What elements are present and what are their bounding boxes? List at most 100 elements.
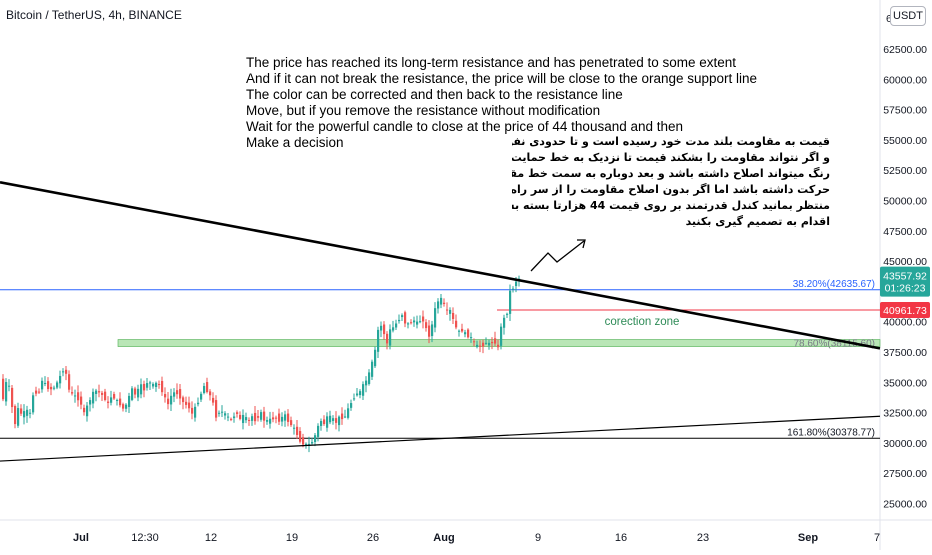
annotation-line: Make a decision xyxy=(246,135,344,150)
candle-body xyxy=(449,309,452,314)
candle-body xyxy=(404,312,407,324)
y-tick-label: 35000.00 xyxy=(883,377,927,389)
candle-body xyxy=(158,384,161,386)
candle-body xyxy=(41,380,44,390)
candle-body xyxy=(341,413,344,420)
candle-body xyxy=(5,382,8,402)
candle-body xyxy=(491,341,494,344)
candle-body xyxy=(110,397,113,403)
annotation-line: اقدام به تصمیم گیری بکنید xyxy=(685,215,830,228)
candle-body xyxy=(17,408,20,426)
y-tick-label: 62500.00 xyxy=(883,44,927,56)
candle-body xyxy=(113,394,116,399)
candle-body xyxy=(350,403,353,408)
candle-body xyxy=(377,329,380,352)
candle-body xyxy=(14,406,17,425)
countdown-text: 01:26:23 xyxy=(885,283,926,295)
candle-body xyxy=(248,419,251,421)
candle-body xyxy=(101,392,104,395)
candle-body xyxy=(161,380,164,393)
candle-body xyxy=(515,281,518,287)
support-trendline xyxy=(0,415,881,462)
alert-price-text: 40961.73 xyxy=(883,305,927,317)
candle-body xyxy=(200,393,203,400)
candle-body xyxy=(71,392,74,394)
candle-body xyxy=(170,395,173,405)
annotation-line: The price has reached its long-term resi… xyxy=(246,55,737,70)
candle-body xyxy=(134,388,137,395)
y-tick-label: 6 xyxy=(886,13,892,25)
y-tick-label: 32500.00 xyxy=(883,408,927,420)
candle-body xyxy=(95,390,98,395)
candle-body xyxy=(104,391,107,401)
candle-body xyxy=(26,409,29,416)
candle-body xyxy=(383,324,386,335)
candle-body xyxy=(65,369,68,374)
candle-body xyxy=(314,435,317,443)
candle-body xyxy=(80,396,83,405)
candle-body xyxy=(443,302,446,304)
candle-body xyxy=(107,401,110,403)
candle-body xyxy=(257,416,260,418)
candle-body xyxy=(320,421,323,426)
candle-body xyxy=(86,405,89,417)
candle-body xyxy=(8,385,11,387)
candle-body xyxy=(146,383,149,388)
candle-body xyxy=(386,333,389,344)
candle-body xyxy=(380,325,383,331)
annotation-line: قیمت به مقاومت بلند مدت خود رسیده است و … xyxy=(512,135,830,148)
y-tick-label: 52500.00 xyxy=(883,165,927,177)
x-tick-label: 19 xyxy=(286,532,298,544)
candle-body xyxy=(98,391,101,393)
candle-body xyxy=(143,383,146,391)
candle-body xyxy=(35,390,38,394)
candle-body xyxy=(44,382,47,384)
x-tick-label: 7 xyxy=(874,532,880,544)
candle-body xyxy=(77,392,80,401)
candle-body xyxy=(296,426,299,435)
x-tick-label: 12:30 xyxy=(131,532,159,544)
candle-body xyxy=(497,344,500,348)
y-tick-label: 50000.00 xyxy=(883,196,927,208)
candle-body xyxy=(32,395,35,413)
x-tick-label: 16 xyxy=(615,532,627,544)
candle-body xyxy=(455,320,458,328)
y-axis: 62500.00 60000.00 57500.00 55000.00 52500.00… xyxy=(883,13,927,511)
annotation-line: The color can be corrected and then back… xyxy=(246,87,623,102)
candle-body xyxy=(410,322,413,324)
candle-body xyxy=(23,411,26,418)
candle-body xyxy=(206,382,209,393)
annotation-line: رنگ میتواند اصلاح داشته باشد و بعد دوبار… xyxy=(512,167,830,180)
candle-body xyxy=(398,319,401,322)
candle-body xyxy=(428,325,431,337)
candle-body xyxy=(179,389,182,399)
candle-body xyxy=(344,416,347,418)
candle-body xyxy=(500,326,503,346)
candle-body xyxy=(359,391,362,396)
candle-body xyxy=(425,322,428,329)
x-tick-label: Aug xyxy=(433,532,454,544)
candle-body xyxy=(149,382,152,384)
candle-body xyxy=(254,412,257,422)
annotation-line: و اگر نتواند مقاومت را بشکند قیمت تا نزد… xyxy=(512,151,830,164)
candle-body xyxy=(20,408,23,414)
candle-body xyxy=(173,392,176,397)
candle-body xyxy=(278,413,281,422)
annotation-persian: قیمت به مقاومت بلند مدت خود رسیده است و … xyxy=(512,134,830,230)
candle-body xyxy=(185,401,188,405)
zone-label: corection zone xyxy=(605,316,680,328)
candle-body xyxy=(56,382,59,388)
x-tick-label: 23 xyxy=(697,532,709,544)
candle-body xyxy=(212,397,215,403)
candle-body xyxy=(365,380,368,386)
annotation-line: منتظر بمانید کندل قدرتمند بر روی قیمت 44… xyxy=(512,199,830,212)
currency-button[interactable]: USDT xyxy=(890,6,926,26)
candle-body xyxy=(230,418,233,420)
candle-body xyxy=(305,443,308,446)
y-tick-label: 37500.00 xyxy=(883,347,927,359)
candle-body xyxy=(407,323,410,325)
candle-body xyxy=(152,383,155,387)
candles xyxy=(2,275,521,453)
